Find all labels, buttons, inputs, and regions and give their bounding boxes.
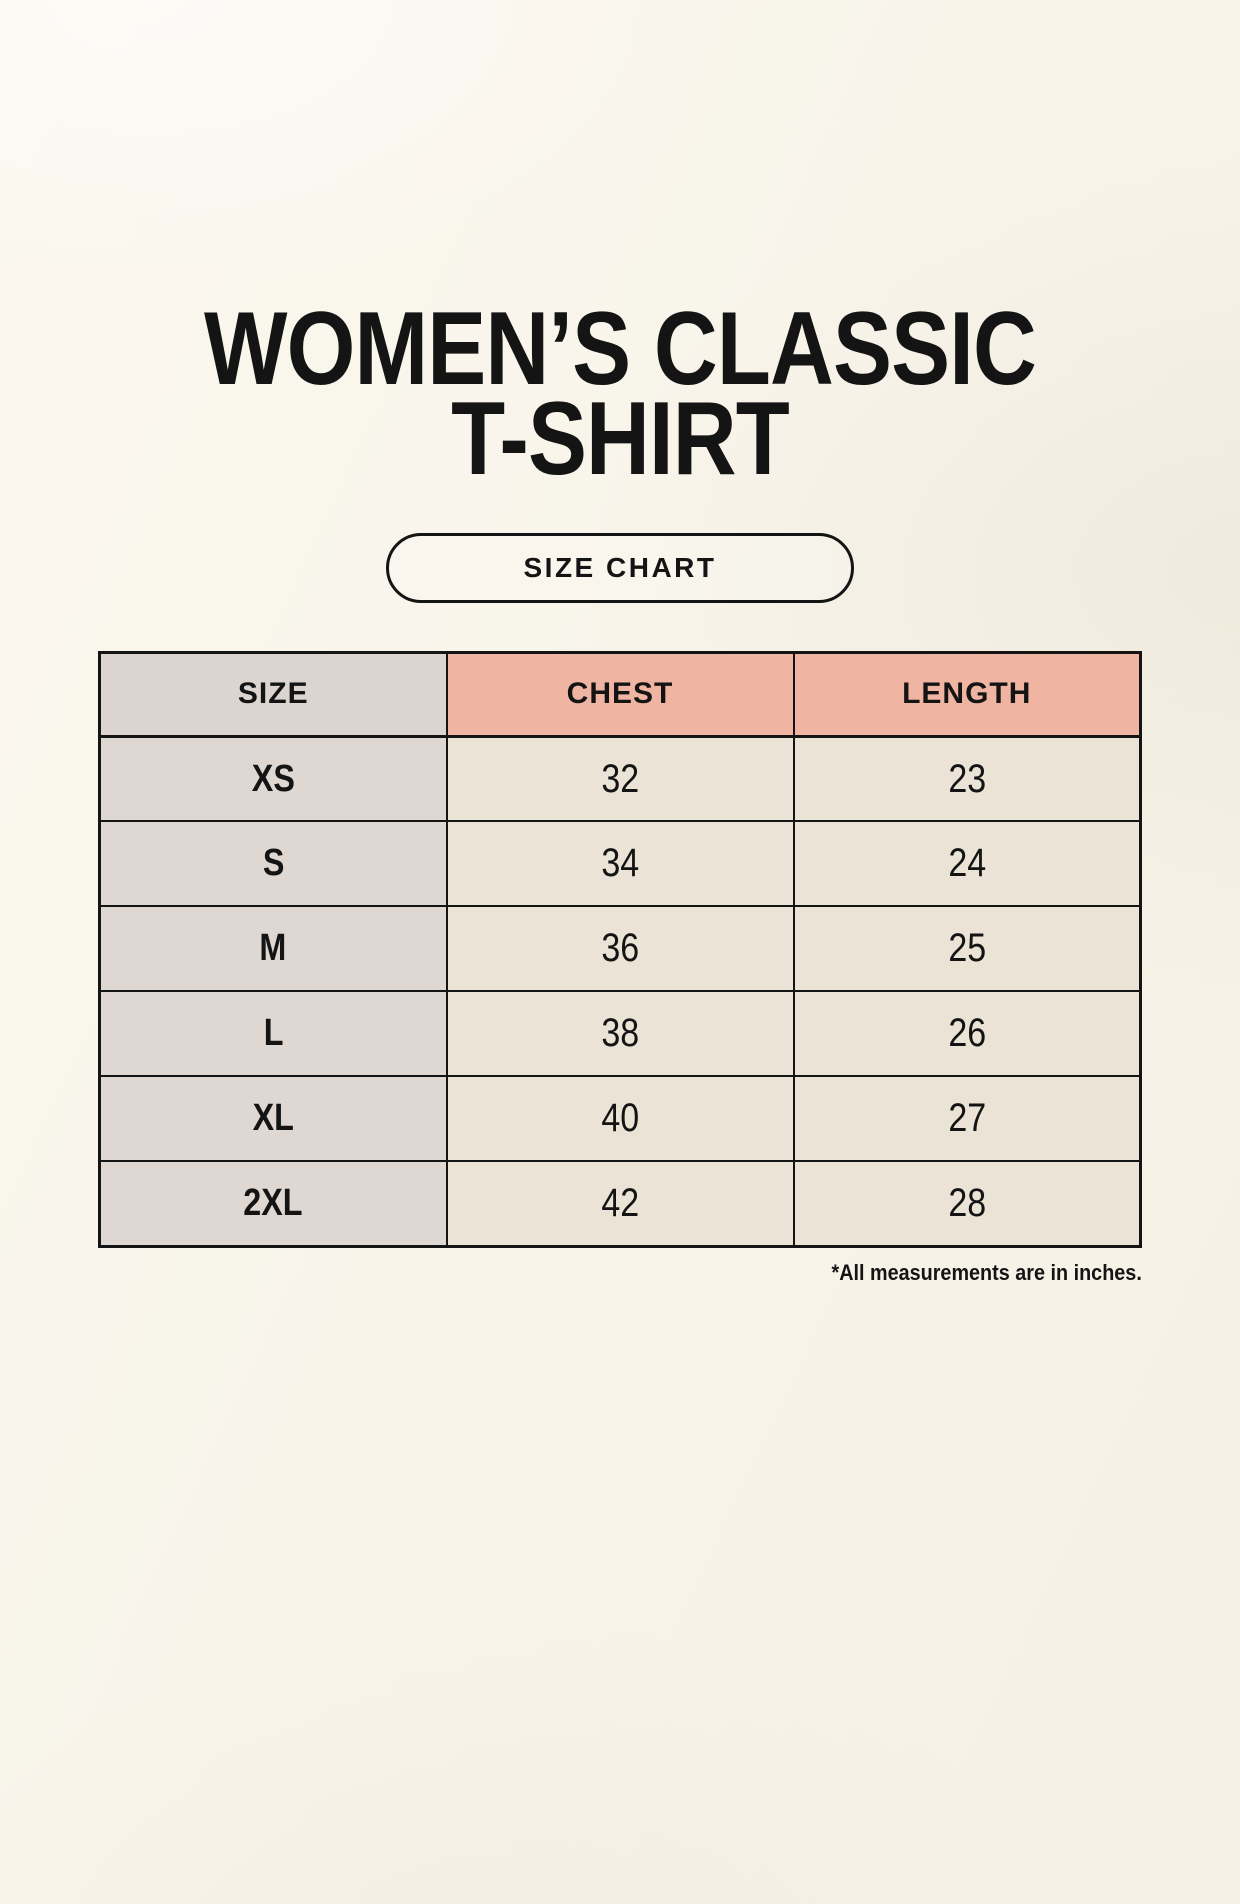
size-table-container: SIZE CHEST LENGTH XS 32 23 S	[98, 650, 1142, 1286]
length-value: 23	[947, 756, 986, 801]
size-label-cell: 2XL	[98, 1160, 448, 1248]
table-row-xs: XS 32 23	[98, 735, 1142, 823]
length-value-cell: 28	[792, 1160, 1142, 1248]
chest-value-cell: 36	[445, 905, 795, 993]
table-header-row: SIZE CHEST LENGTH	[98, 651, 1142, 738]
chest-value-cell: 38	[445, 990, 795, 1078]
table-row-m: M 36 25	[98, 905, 1142, 993]
size-label: M	[259, 927, 287, 970]
header-cell-length: LENGTH	[792, 651, 1142, 738]
table-row-xl: XL 40 27	[98, 1075, 1142, 1163]
size-label-cell: M	[98, 905, 448, 993]
length-value-cell: 27	[792, 1075, 1142, 1163]
chest-value: 40	[601, 1096, 639, 1141]
length-value-cell: 25	[792, 905, 1142, 993]
chest-value: 34	[601, 841, 639, 886]
chest-value-cell: 40	[445, 1075, 795, 1163]
page-title-line-1: WOMEN’S CLASSIC	[204, 291, 1037, 407]
chest-value: 42	[601, 1181, 639, 1226]
chest-value: 36	[601, 926, 639, 971]
length-value-cell: 23	[792, 735, 1142, 823]
header-label-length: LENGTH	[902, 677, 1032, 711]
measurements-footnote: *All measurements are in inches.	[98, 1260, 1142, 1286]
size-label-cell: XS	[98, 735, 448, 823]
length-value: 26	[947, 1011, 986, 1056]
header-cell-chest: CHEST	[445, 651, 795, 738]
size-label-cell: S	[98, 820, 448, 908]
chest-value-cell: 42	[445, 1160, 795, 1248]
chest-value-cell: 34	[445, 820, 795, 908]
size-label: L	[263, 1012, 284, 1055]
size-label: S	[262, 842, 285, 885]
length-value-cell: 26	[792, 990, 1142, 1078]
measurements-footnote-text: *All measurements are in inches.	[831, 1259, 1142, 1285]
size-chart-button-label: SIZE CHART	[523, 551, 717, 583]
header-label-chest: CHEST	[566, 677, 674, 711]
size-label: XL	[252, 1097, 294, 1140]
size-label-cell: XL	[98, 1075, 448, 1163]
length-value: 25	[947, 926, 986, 971]
chest-value: 32	[601, 756, 639, 801]
size-label: XS	[251, 757, 295, 800]
size-label: 2XL	[243, 1182, 303, 1225]
header-label-size: SIZE	[237, 677, 309, 711]
table-row-2xl: 2XL 42 28	[98, 1160, 1142, 1248]
size-chart-button[interactable]: SIZE CHART	[386, 532, 854, 603]
page-title: WOMEN’S CLASSIC T-SHIRT	[0, 291, 1240, 498]
header-cell-size: SIZE	[98, 651, 448, 738]
chest-value-cell: 32	[445, 735, 795, 823]
page-title-line-2: T-SHIRT	[451, 381, 790, 498]
length-value: 27	[947, 1096, 986, 1141]
size-table: SIZE CHEST LENGTH XS 32 23 S	[98, 650, 1142, 1248]
table-row-s: S 34 24	[98, 820, 1142, 908]
size-chart-page: WOMEN’S CLASSIC T-SHIRT SIZE CHART SIZE …	[0, 291, 1240, 1286]
length-value: 24	[947, 841, 986, 886]
length-value: 28	[947, 1181, 986, 1226]
chest-value: 38	[601, 1011, 639, 1056]
length-value-cell: 24	[792, 820, 1142, 908]
size-label-cell: L	[98, 990, 448, 1078]
table-row-l: L 38 26	[98, 990, 1142, 1078]
